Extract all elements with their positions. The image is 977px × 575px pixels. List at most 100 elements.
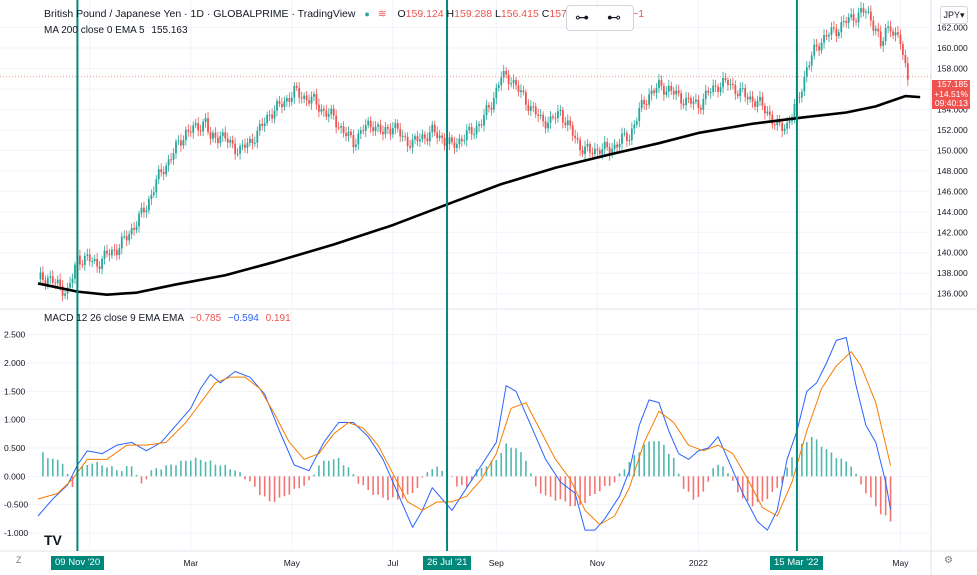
candle-body xyxy=(633,124,636,129)
candle-body xyxy=(566,120,569,126)
settings-sliders-icon[interactable]: ⊷ xyxy=(607,9,621,25)
candle-body xyxy=(207,118,209,133)
candle-body xyxy=(495,87,498,99)
candle-body xyxy=(709,92,712,94)
candle-body xyxy=(805,67,808,77)
histogram-bar xyxy=(465,476,468,488)
sliders-icon[interactable]: ⊶ xyxy=(575,9,589,25)
candle-body xyxy=(436,132,439,139)
histogram-bar xyxy=(603,476,606,486)
candle-body xyxy=(773,124,776,126)
candle-body xyxy=(135,226,138,230)
close-label: C xyxy=(541,8,550,20)
candle-body xyxy=(648,94,650,105)
candle-body xyxy=(500,77,503,86)
histogram-bar xyxy=(702,476,705,492)
candle-body xyxy=(391,128,394,135)
histogram-bar xyxy=(189,460,192,477)
candle-body xyxy=(759,96,761,101)
candle-body xyxy=(160,169,163,173)
price-tick-label: 140.000 xyxy=(937,248,968,258)
candle-body xyxy=(106,250,108,254)
histogram-bar xyxy=(81,466,84,477)
candle-body xyxy=(756,100,759,107)
candle-body xyxy=(665,91,668,95)
histogram-bar xyxy=(579,476,581,505)
price-tick-label: 148.000 xyxy=(937,166,968,176)
histogram-bar xyxy=(732,476,734,481)
candle-body xyxy=(667,85,670,92)
candle-body xyxy=(313,93,315,97)
price-tick-label: 152.000 xyxy=(937,125,968,135)
candle-body xyxy=(414,136,416,140)
candle-body xyxy=(357,133,360,145)
candle-body xyxy=(138,213,140,227)
histogram-bar xyxy=(175,465,177,477)
candle-body xyxy=(108,253,111,256)
candle-body xyxy=(342,126,345,134)
wave-icon[interactable]: ≋ xyxy=(377,8,387,20)
candle-body xyxy=(61,285,64,296)
candle-body xyxy=(771,114,774,125)
candle-body xyxy=(387,126,389,129)
histogram-bar xyxy=(234,470,236,477)
candle-body xyxy=(443,137,446,146)
histogram-bar xyxy=(633,455,636,477)
histogram-bar xyxy=(584,476,586,504)
candle-body xyxy=(650,90,653,95)
histogram-bar xyxy=(569,476,572,507)
histogram-bar xyxy=(308,476,310,481)
candle-body xyxy=(884,27,887,42)
macd-legend[interactable]: MACD 12 26 close 9 EMA EMA −0.785 −0.594… xyxy=(44,313,291,324)
candle-body xyxy=(808,65,811,68)
candle-body xyxy=(621,133,623,144)
histogram-bar xyxy=(258,476,261,496)
candle-body xyxy=(460,138,463,142)
candle-body xyxy=(64,293,67,296)
candle-body xyxy=(421,134,424,140)
timezone-button[interactable]: Z xyxy=(16,555,22,565)
time-tick-label: Nov xyxy=(590,558,606,568)
tradingview-logo[interactable]: TV xyxy=(44,532,62,548)
candle-body xyxy=(497,85,500,88)
candle-body xyxy=(244,144,246,148)
candle-body xyxy=(766,111,769,114)
candle-body xyxy=(180,140,182,146)
histogram-bar xyxy=(239,472,241,477)
candle-body xyxy=(150,194,153,200)
histogram-bar xyxy=(352,473,355,477)
candle-body xyxy=(308,100,310,104)
eye-icon[interactable]: ● xyxy=(364,9,370,19)
histogram-bar xyxy=(855,473,857,477)
candle-body xyxy=(887,26,890,28)
candle-body xyxy=(197,123,200,131)
gear-icon[interactable]: ⚙ xyxy=(944,555,953,566)
histogram-bar xyxy=(594,476,596,495)
candle-body xyxy=(224,132,227,139)
candle-body xyxy=(54,282,57,284)
date-marker-tag: 09 Nov '20 xyxy=(51,556,105,570)
candle-body xyxy=(850,14,853,18)
candle-body xyxy=(162,172,165,175)
histogram-bar xyxy=(451,476,453,478)
histogram-bar xyxy=(278,476,281,498)
candle-body xyxy=(374,126,377,132)
candle-body xyxy=(557,111,559,119)
ma-legend[interactable]: MA 200 close 0 EMA 5 155.163 xyxy=(44,25,188,36)
histogram-bar xyxy=(530,473,532,477)
candle-body xyxy=(423,134,426,139)
symbol-title[interactable]: British Pound / Japanese Yen · 1D · GLOB… xyxy=(44,8,356,20)
candle-body xyxy=(266,115,269,124)
histogram-bar xyxy=(377,476,379,495)
histogram-bar xyxy=(140,476,143,484)
candle-body xyxy=(845,21,848,23)
low-value: 156.415 xyxy=(500,8,539,20)
candle-body xyxy=(330,108,333,115)
currency-selector[interactable]: JPY▾ xyxy=(940,6,968,24)
candle-body xyxy=(409,146,411,148)
candle-body xyxy=(680,93,683,104)
candle-body xyxy=(593,148,596,155)
candle-body xyxy=(722,77,724,88)
